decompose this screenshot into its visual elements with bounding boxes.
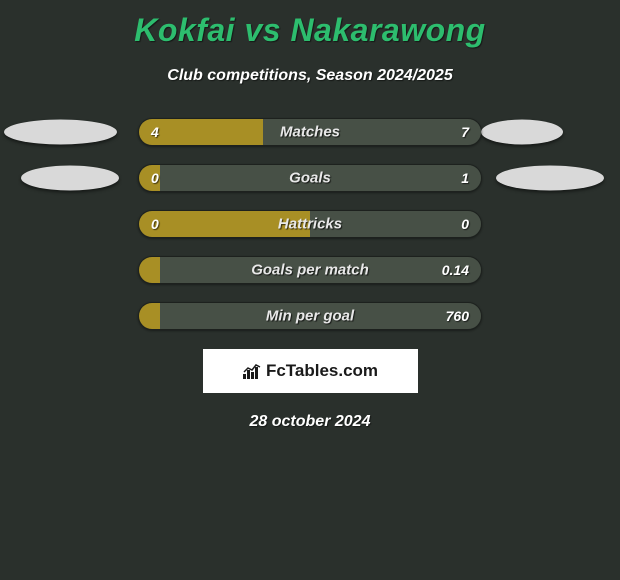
stat-value-left: 0	[151, 165, 159, 191]
player-left-indicator	[21, 166, 119, 191]
player-right-indicator	[481, 120, 563, 145]
chart-icon	[242, 362, 262, 380]
stat-bar: 0 1 Goals	[138, 164, 482, 192]
stat-value-right: 0.14	[442, 257, 469, 283]
stat-bar: 0 0 Hattricks	[138, 210, 482, 238]
stat-value-right: 1	[461, 165, 469, 191]
stat-row: 4 7 Matches	[0, 117, 620, 147]
page-subtitle: Club competitions, Season 2024/2025	[0, 67, 620, 85]
stat-label: Hattricks	[278, 216, 342, 233]
stat-value-left: 0	[151, 211, 159, 237]
date-text: 28 october 2024	[0, 413, 620, 431]
logo: FcTables.com	[242, 361, 378, 381]
stat-row: 760 Min per goal	[0, 301, 620, 331]
stat-label: Goals	[289, 170, 331, 187]
stat-bar-left	[139, 257, 160, 283]
stat-value-right: 7	[461, 119, 469, 145]
stat-value-right: 760	[446, 303, 469, 329]
stat-bar: 4 7 Matches	[138, 118, 482, 146]
stat-row: 0 1 Goals	[0, 163, 620, 193]
stat-label: Min per goal	[266, 308, 354, 325]
stat-row: 0 0 Hattricks	[0, 209, 620, 239]
stat-bar: 0.14 Goals per match	[138, 256, 482, 284]
logo-box: FcTables.com	[203, 349, 418, 393]
stat-value-right: 0	[461, 211, 469, 237]
stat-value-left: 4	[151, 119, 159, 145]
page-title: Kokfai vs Nakarawong	[0, 0, 620, 49]
stat-label: Matches	[280, 124, 340, 141]
stat-bar-left	[139, 303, 160, 329]
logo-text: FcTables.com	[266, 361, 378, 381]
stat-row: 0.14 Goals per match	[0, 255, 620, 285]
player-left-indicator	[4, 120, 117, 145]
player-right-indicator	[496, 166, 604, 191]
stat-label: Goals per match	[251, 262, 369, 279]
stat-bar: 760 Min per goal	[138, 302, 482, 330]
comparison-chart: 4 7 Matches 0 1 Goals 0 0 Hattricks 0.14 Goals per…	[0, 117, 620, 331]
